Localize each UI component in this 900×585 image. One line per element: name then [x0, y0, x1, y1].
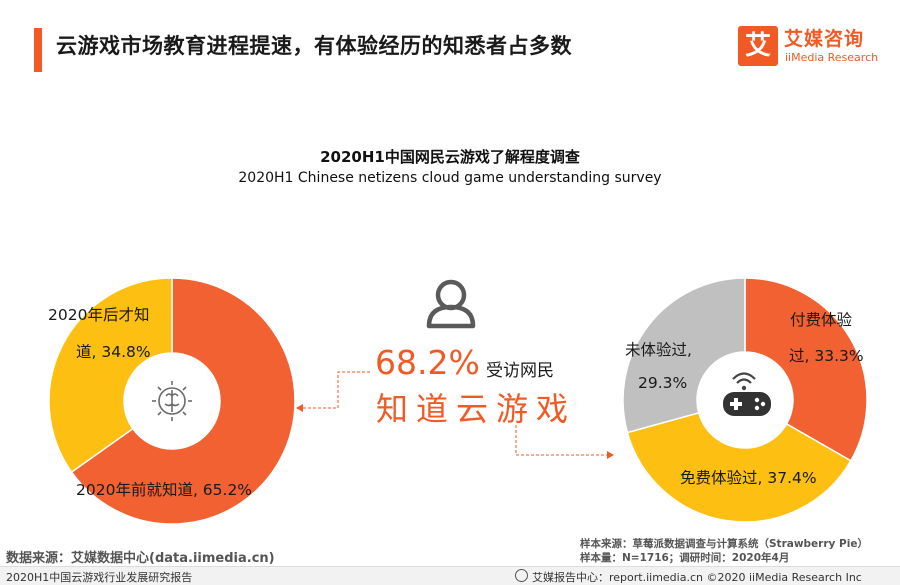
logo-cn: 艾媒咨询 [784, 28, 865, 50]
left-label-after-line2: 道, 34.8% [76, 343, 151, 361]
gamepad-icon [723, 372, 771, 416]
connector-left-arrowhead [296, 404, 303, 412]
chart-title: 2020H1中国网民云游戏了解程度调查 [320, 148, 580, 166]
slice-paid-experience [744, 277, 868, 462]
idea-brain-icon [152, 381, 192, 421]
right-label-free: 免费体验过, 37.4% [680, 469, 817, 487]
right-label-none-line1: 未体验过, [625, 341, 692, 359]
sample-source: 样本来源：草莓派数据调查与计算系统（Strawberry Pie） [580, 538, 868, 550]
left-label-before: 2020年前就知道, 65.2% [76, 481, 253, 499]
iimedia-logo: 艾 艾媒咨询 iiMedia Research [738, 24, 888, 70]
connector-right-arrow [515, 425, 609, 456]
right-donut-chart [622, 277, 868, 523]
left-label-after-line1: 2020年后才知 [48, 306, 150, 324]
footer-bar [0, 566, 900, 585]
report-center-icon [515, 569, 528, 582]
report-name: 2020H1中国云游戏行业发展研究报告 [6, 571, 193, 584]
person-icon [426, 279, 476, 329]
right-label-paid-line1: 付费体验 [790, 311, 853, 329]
logo-mark: 艾 [738, 26, 778, 66]
connector-right-arrowhead [607, 451, 614, 459]
chart-subtitle: 2020H1 Chinese netizens cloud game under… [238, 170, 662, 186]
center-percent: 68.2% [375, 343, 480, 382]
slice-known-before-2020 [70, 277, 296, 525]
slice-free-experience [626, 411, 852, 523]
logo-en: iiMedia Research [785, 51, 879, 64]
left-donut-chart [48, 277, 296, 525]
page-title: 云游戏市场教育进程提速，有体验经历的知悉者占多数 [56, 34, 572, 58]
title-accent-bar [34, 28, 42, 72]
center-respondents: 受访网民 [486, 361, 554, 381]
data-source: 数据来源：艾媒数据中心(data.iimedia.cn) [6, 551, 275, 566]
slice-known-after-2020 [48, 277, 173, 474]
center-know-cloud-game: 知道云游戏 [376, 390, 577, 428]
copyright: 艾媒报告中心：report.iimedia.cn ©2020 iiMedia R… [532, 571, 862, 584]
connector-left-arrow [300, 371, 370, 409]
sample-size: 样本量：N=1716；调研时间：2020年4月 [580, 552, 790, 564]
slice-no-experience [622, 277, 746, 434]
right-label-none-line2: 29.3% [638, 374, 688, 392]
right-label-paid-line2: 过, 33.3% [789, 347, 864, 365]
